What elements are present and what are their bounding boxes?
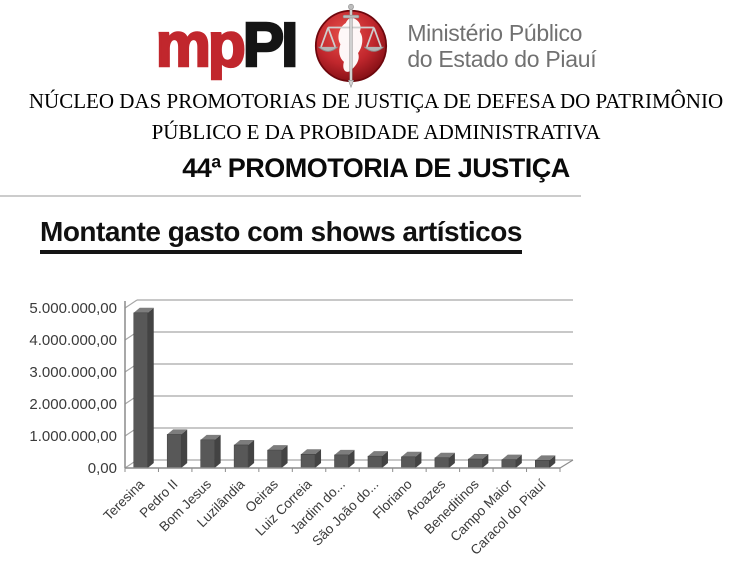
org-name-line1: Ministério Público [407,20,583,47]
bar-teresina [133,312,148,469]
bar-side-luzil-ndia [248,439,255,468]
y-tick-label: 5.000.000,00 [29,300,117,317]
bar-caracol-do-piau [535,460,550,469]
bar-side-luiz-correia [315,449,322,468]
bar-top-floriano [401,451,422,457]
mppi-logo: mp PI [154,11,299,80]
bar-side-jardim-do [348,449,355,468]
bar-bom-jesus [200,439,215,469]
bar-top-jardim-do [334,449,355,455]
bar-luzil-ndia [233,444,249,469]
bar-side-teresina [147,307,154,468]
bar-top-caracol-do-piau [535,455,556,461]
bar-campo-maior [501,459,517,469]
bar-top-campo-maior [501,454,522,460]
bar-side-campo-maior [515,454,522,468]
org-name-line2: do Estado do Piauí [407,46,597,72]
bar-top-aroazes [434,452,455,458]
section-divider [0,195,581,197]
bar-aroazes [434,457,450,469]
y-tick [124,299,138,309]
bar-top-teresina [133,307,154,313]
bar-beneditinos [468,458,483,469]
bar-jardim-do [334,454,349,469]
x-category-label: Teresina [101,476,148,523]
bar-oeiras [267,449,282,469]
sword-icon [343,3,360,89]
bar-s-o-jo-o-do [367,455,383,469]
nucleo-line1: NÚCLEO DAS PROMOTORIAS DE JUSTIÇA DE DEF… [28,89,724,113]
logo-pi-text: PI [241,11,299,80]
y-tick-label: 1.000.000,00 [29,428,117,445]
promotoria-heading: 44ª PROMOTORIA DE JUSTIÇA [182,153,570,183]
bar-side-floriano [415,451,422,468]
nucleo-line2: PÚBLICO E DA PROBIDADE ADMINISTRATIVA [151,120,601,144]
bar-side-s-o-jo-o-do [381,451,388,468]
bar-luiz-correia [300,453,316,469]
bar-side-aroazes [448,452,455,468]
letterhead: mp PI [0,3,752,89]
bar-chart: 0,00 1.000.000,00 2.000.000,00 3.000.000,00… [0,273,700,586]
bar-pedro-ii [166,434,182,469]
bar-side-beneditinos [482,454,489,468]
org-name: Ministério Público do Estado do Piauí [407,20,596,72]
bar-side-caracol-do-piau [549,455,556,468]
bar-top-bom-jesus [200,434,221,440]
bar-chart-svg: 0,00 1.000.000,00 2.000.000,00 3.000.000,00… [29,299,574,558]
x-axis-depth-edge [559,459,574,469]
bar-top-pedro-ii [167,429,188,435]
bar-side-bom-jesus [214,434,221,468]
bar-top-luiz-correia [301,449,322,455]
y-tick-label: 3.000.000,00 [29,364,117,381]
y-tick-label: 2.000.000,00 [29,396,117,413]
chart-title: Montante gasto com shows artísticos [40,216,522,254]
y-tick-label: 4.000.000,00 [29,332,117,349]
bar-side-pedro-ii [181,429,188,468]
bar-side-oeiras [281,445,288,468]
mppi-emblem [315,3,388,89]
bar-top-oeiras [267,445,288,451]
logo-mp-text: mp [154,11,247,80]
bar-top-s-o-jo-o-do [367,451,388,457]
bar-top-beneditinos [468,454,489,460]
y-tick-label: 0,00 [88,460,117,477]
bar-floriano [401,456,416,469]
bar-top-luzil-ndia [234,439,255,445]
nucleo-heading: NÚCLEO DAS PROMOTORIAS DE JUSTIÇA DE DEF… [0,86,752,148]
